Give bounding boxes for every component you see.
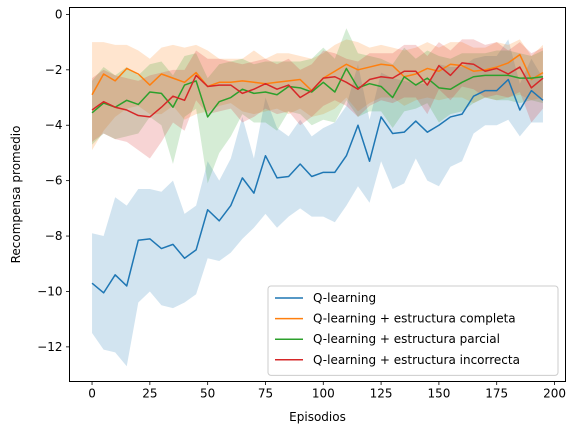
band-series-3	[92, 28, 543, 184]
x-tick-label: 100	[312, 387, 335, 401]
x-tick-label: 175	[485, 387, 508, 401]
x-tick-label: 200	[543, 387, 566, 401]
y-tick-label: −8	[45, 229, 63, 243]
legend-box	[267, 285, 559, 376]
line-series-1	[91, 78, 544, 294]
y-axis: 0 −2 −4 −6 −8 −10 −12	[37, 7, 70, 354]
legend-label: Q-learning	[313, 291, 376, 305]
series-lines	[91, 53, 544, 294]
band-series-2	[92, 39, 543, 151]
y-tick-label: −2	[45, 63, 63, 77]
plot-frame	[69, 7, 566, 382]
y-tick-label: −4	[45, 118, 63, 132]
legend-entries: Q-learning Q-learning + estructura comple…	[275, 291, 520, 367]
x-tick-label: 25	[142, 387, 157, 401]
x-tick-label: 75	[258, 387, 273, 401]
legend-label: Q-learning + estructura incorrecta	[313, 353, 520, 367]
legend: Q-learning Q-learning + estructura comple…	[267, 285, 559, 376]
x-tick-label: 0	[88, 387, 96, 401]
x-axis: 0 25 50 75 100 125 150 175 200	[88, 381, 566, 401]
legend-label: Q-learning + estructura parcial	[313, 332, 500, 346]
legend-label: Q-learning + estructura completa	[313, 312, 516, 326]
y-tick-label: −6	[45, 174, 63, 188]
y-tick-label: −10	[37, 284, 62, 298]
y-tick-label: −12	[37, 340, 62, 354]
x-tick-label: 125	[370, 387, 393, 401]
band-series-1	[92, 39, 543, 367]
line-series-3	[91, 67, 544, 118]
line-series-4	[91, 62, 544, 118]
x-tick-label: 150	[427, 387, 450, 401]
y-axis-label: Recompensa promedio	[9, 126, 23, 264]
y-tick-label: 0	[55, 7, 63, 21]
x-axis-label: Episodios	[289, 410, 346, 424]
x-tick-label: 50	[200, 387, 215, 401]
